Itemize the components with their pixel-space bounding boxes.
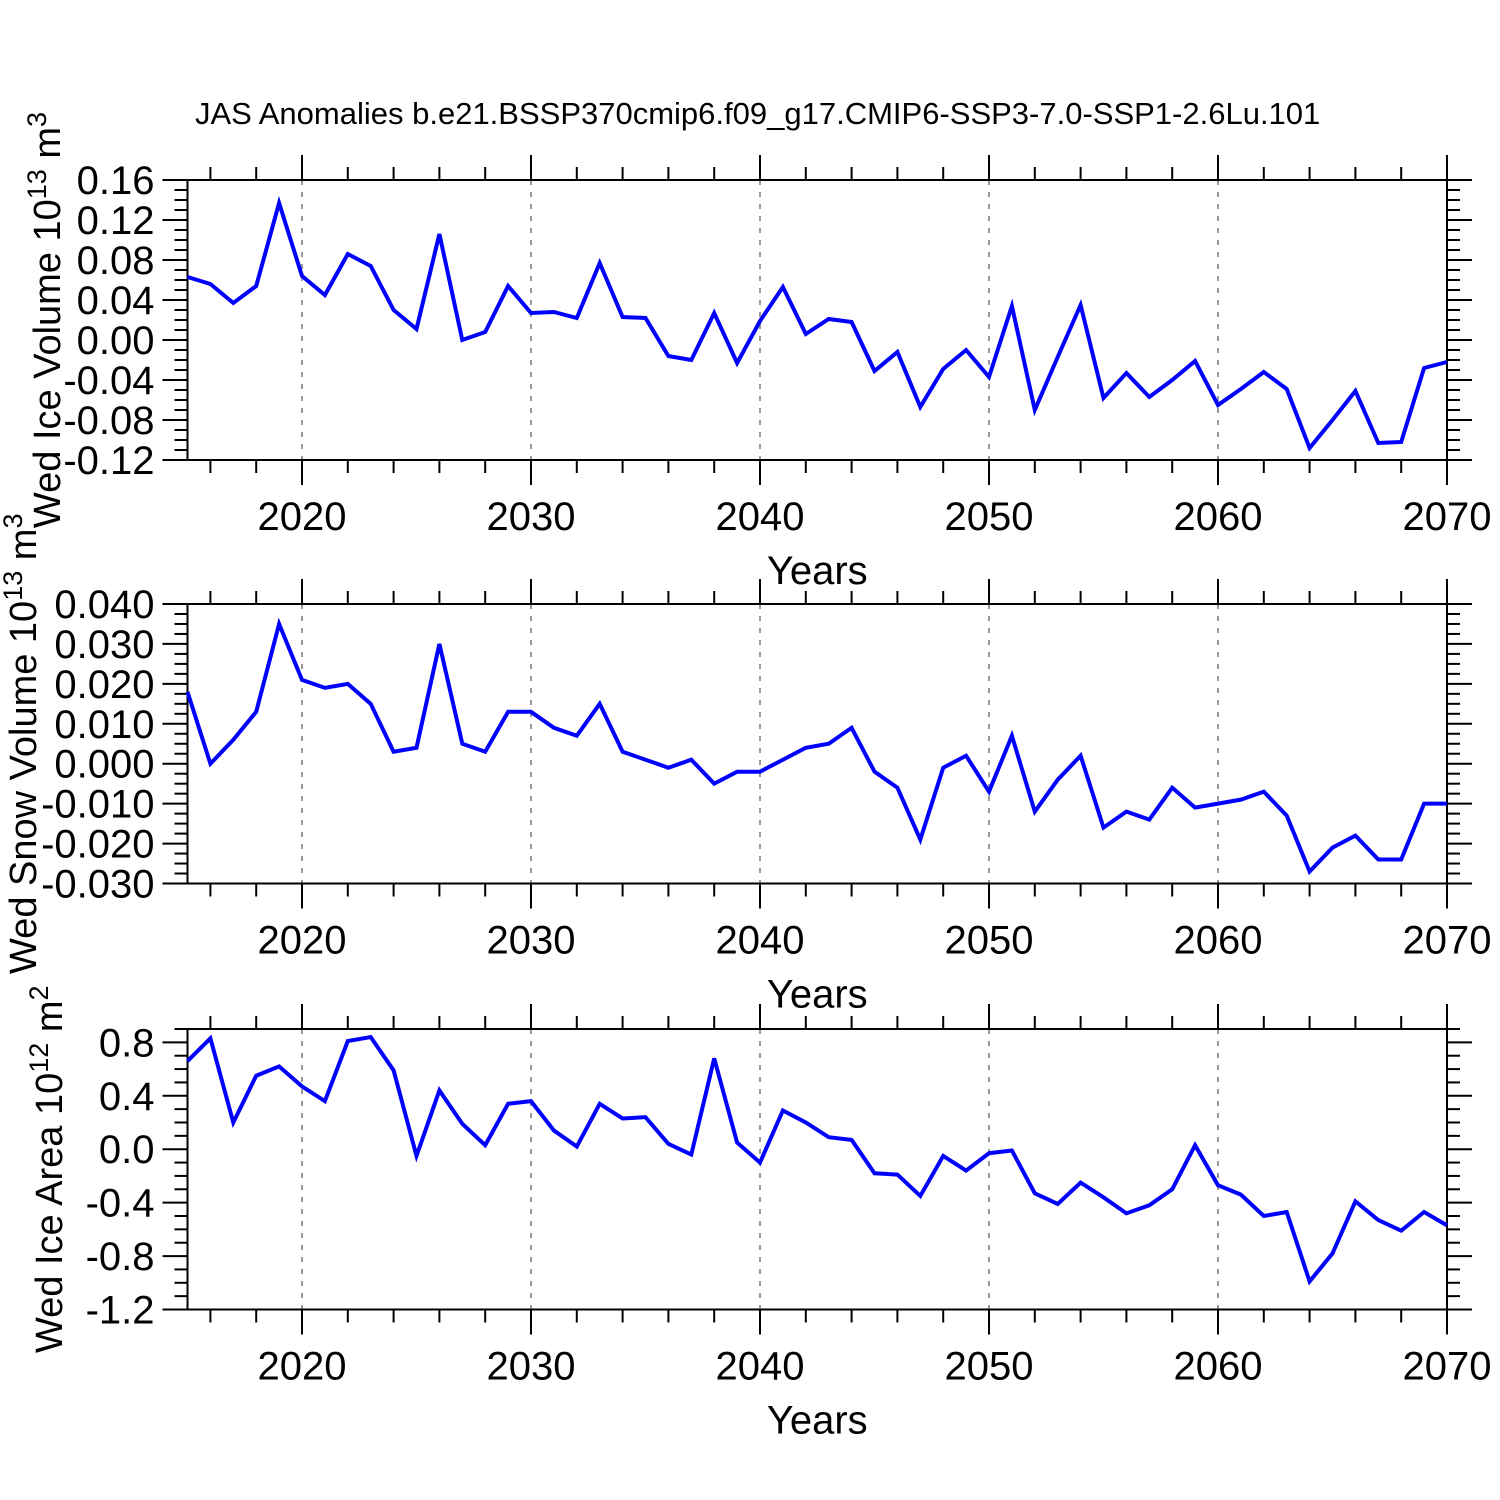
panel-3-series-line: [186, 1034, 1449, 1286]
x-tick-label: 2020: [258, 919, 347, 963]
x-tick-label: 2050: [945, 495, 1034, 539]
y-axis-title: Wed Snow Volume 1013 m3: [0, 514, 45, 975]
panel-1: -0.12-0.08-0.040.000.040.080.120.16 2020 2…: [22, 112, 1491, 593]
x-tick-label: 2050: [945, 1345, 1034, 1389]
y-tick-label: 0.4: [99, 1075, 155, 1119]
x-tick-label: 2070: [1403, 919, 1492, 963]
x-tick-label: 2030: [487, 495, 576, 539]
x-tick-label: 2040: [716, 919, 805, 963]
y-tick-label: -0.030: [41, 863, 154, 907]
x-tick-label: 2040: [716, 495, 805, 539]
y-tick-label: 0.8: [99, 1021, 155, 1065]
y-tick-label: 0.12: [77, 199, 155, 243]
panel-2-series-line: [185, 617, 1447, 876]
x-tick-label: 2060: [1174, 495, 1263, 539]
x-tick-label: 2070: [1403, 495, 1492, 539]
x-tick-label: 2040: [716, 1345, 805, 1389]
panel-1-series-line: [186, 195, 1448, 452]
y-tick-label: 0.000: [54, 743, 154, 787]
y-tick-label: -0.8: [86, 1235, 155, 1279]
x-axis-title: Years: [767, 973, 868, 1017]
plot-frame: [186, 1028, 1448, 1311]
y-axis-title: Wed Ice Area 1012 m2: [24, 985, 71, 1353]
figure-title: JAS Anomalies b.e21.BSSP370cmip6.f09_g17…: [195, 96, 1321, 131]
y-tick-label: 0.010: [54, 703, 154, 747]
y-tick-label: -1.2: [86, 1289, 155, 1333]
y-tick-label: 0.040: [54, 583, 154, 627]
x-tick-label: 2030: [487, 1345, 576, 1389]
x-tick-label: 2050: [945, 919, 1034, 963]
y-tick-label: 0.030: [54, 623, 154, 667]
x-tick-label: 2060: [1174, 919, 1263, 963]
y-tick-label: -0.08: [63, 399, 154, 443]
y-tick-label: -0.04: [63, 359, 154, 403]
y-tick-label: 0.08: [77, 239, 155, 283]
x-tick-label: 2060: [1174, 1345, 1263, 1389]
y-tick-label: -0.010: [41, 783, 154, 827]
y-tick-label: 0.16: [77, 159, 155, 203]
x-axis-title: Years: [767, 549, 868, 593]
y-tick-label: 0.0: [99, 1128, 155, 1172]
y-tick-label: 0.00: [77, 319, 155, 363]
x-axis-title: Years: [767, 1399, 868, 1443]
y-tick-label: -0.12: [63, 439, 154, 483]
x-tick-label: 2020: [258, 1345, 347, 1389]
y-tick-label: -0.4: [86, 1182, 155, 1226]
x-tick-label: 2020: [258, 495, 347, 539]
y-tick-label: -0.020: [41, 823, 154, 867]
y-axis-title: Wed Ice Volume 1013 m3: [22, 112, 69, 528]
panel-2: -0.030-0.020-0.0100.0000.0100.0200.0300.…: [0, 514, 1491, 1017]
y-tick-label: 0.020: [54, 663, 154, 707]
plot-frame: [186, 179, 1448, 461]
x-tick-label: 2030: [487, 919, 576, 963]
x-tick-label: 2070: [1403, 1345, 1492, 1389]
panel-3: -1.2 -0.8 -0.4 0.0 0.4 0.8 2020 2030 2040 2050 206…: [24, 985, 1491, 1442]
y-tick-label: 0.04: [77, 279, 155, 323]
